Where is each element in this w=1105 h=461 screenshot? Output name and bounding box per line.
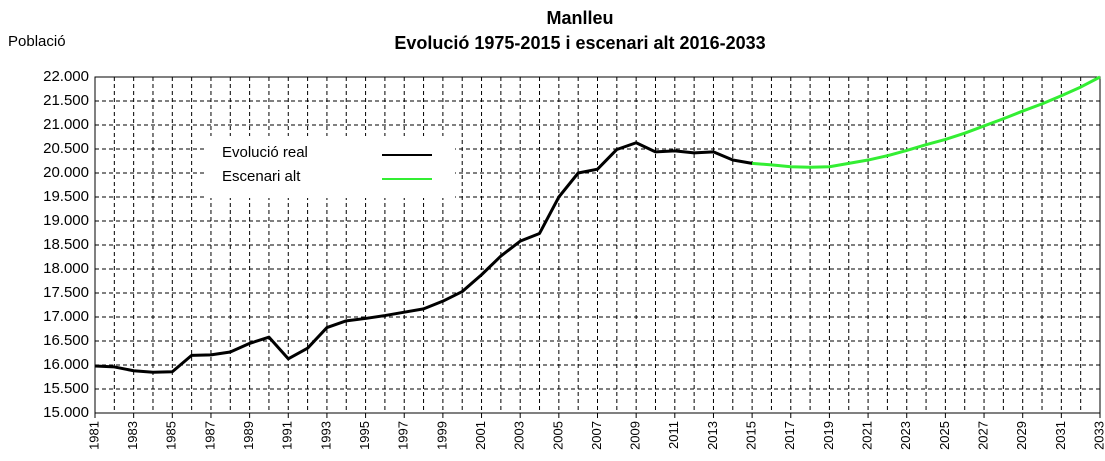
x-tick-label: 2005: [550, 421, 565, 450]
x-tick-label: 2025: [937, 421, 952, 450]
x-tick-label: 2031: [1053, 421, 1068, 450]
chart-subtitle: Evolució 1975-2015 i escenari alt 2016-2…: [394, 33, 765, 53]
y-tick-label: 21.000: [43, 116, 89, 133]
x-tick-label: 1985: [164, 421, 179, 450]
y-tick-label: 15.500: [43, 380, 89, 397]
y-tick-label: 18.000: [43, 260, 89, 277]
x-tick-label: 2003: [512, 421, 527, 450]
series-line: [752, 75, 1101, 169]
x-tick-label: 1999: [434, 421, 449, 450]
y-tick-label: 20.500: [43, 140, 89, 157]
x-tick-label: 1987: [202, 421, 217, 450]
x-tick-label: 1991: [280, 421, 295, 450]
x-tick-label: 2027: [975, 421, 990, 450]
x-tick-label: 2017: [782, 421, 797, 450]
x-tick-label: 1989: [241, 421, 256, 450]
x-tick-label: 1983: [125, 421, 140, 450]
x-tick-label: 2019: [821, 421, 836, 450]
y-tick-label: 22.000: [43, 68, 89, 85]
x-tick-label: 2029: [1014, 421, 1029, 450]
x-tick-label: 1997: [396, 421, 411, 450]
y-tick-label: 19.000: [43, 212, 89, 229]
legend-label: Escenari alt: [222, 168, 301, 185]
chart-title: Manlleu: [546, 8, 613, 28]
plot-frame: [94, 76, 1101, 414]
y-tick-label: 18.500: [43, 236, 89, 253]
legend-label: Evolució real: [222, 144, 308, 161]
x-tick-label: 2023: [898, 421, 913, 450]
x-tick-label: 2007: [589, 421, 604, 450]
x-tick-label: 1981: [86, 421, 101, 450]
y-tick-label: 15.000: [43, 404, 89, 421]
y-tick-label: 16.500: [43, 332, 89, 349]
x-tick-label: 2009: [628, 421, 643, 450]
y-tick-label: 20.000: [43, 164, 89, 181]
x-tick-label: 2021: [860, 421, 875, 450]
y-tick-label: 21.500: [43, 92, 89, 109]
legend-box: [205, 136, 455, 198]
y-tick-label: 19.500: [43, 188, 89, 205]
x-tick-label: 1995: [357, 421, 372, 450]
x-tick-label: 2033: [1091, 421, 1105, 450]
x-tick-label: 2015: [744, 421, 759, 450]
series-line: [94, 141, 753, 374]
y-axis-label: Població: [8, 33, 66, 50]
y-tick-label: 17.000: [43, 308, 89, 325]
y-tick-label: 16.000: [43, 356, 89, 373]
x-tick-label: 2011: [666, 421, 681, 449]
x-tick-label: 2001: [473, 421, 488, 450]
y-tick-label: 17.500: [43, 284, 89, 301]
x-tick-label: 1993: [318, 421, 333, 450]
x-tick-label: 2013: [705, 421, 720, 450]
